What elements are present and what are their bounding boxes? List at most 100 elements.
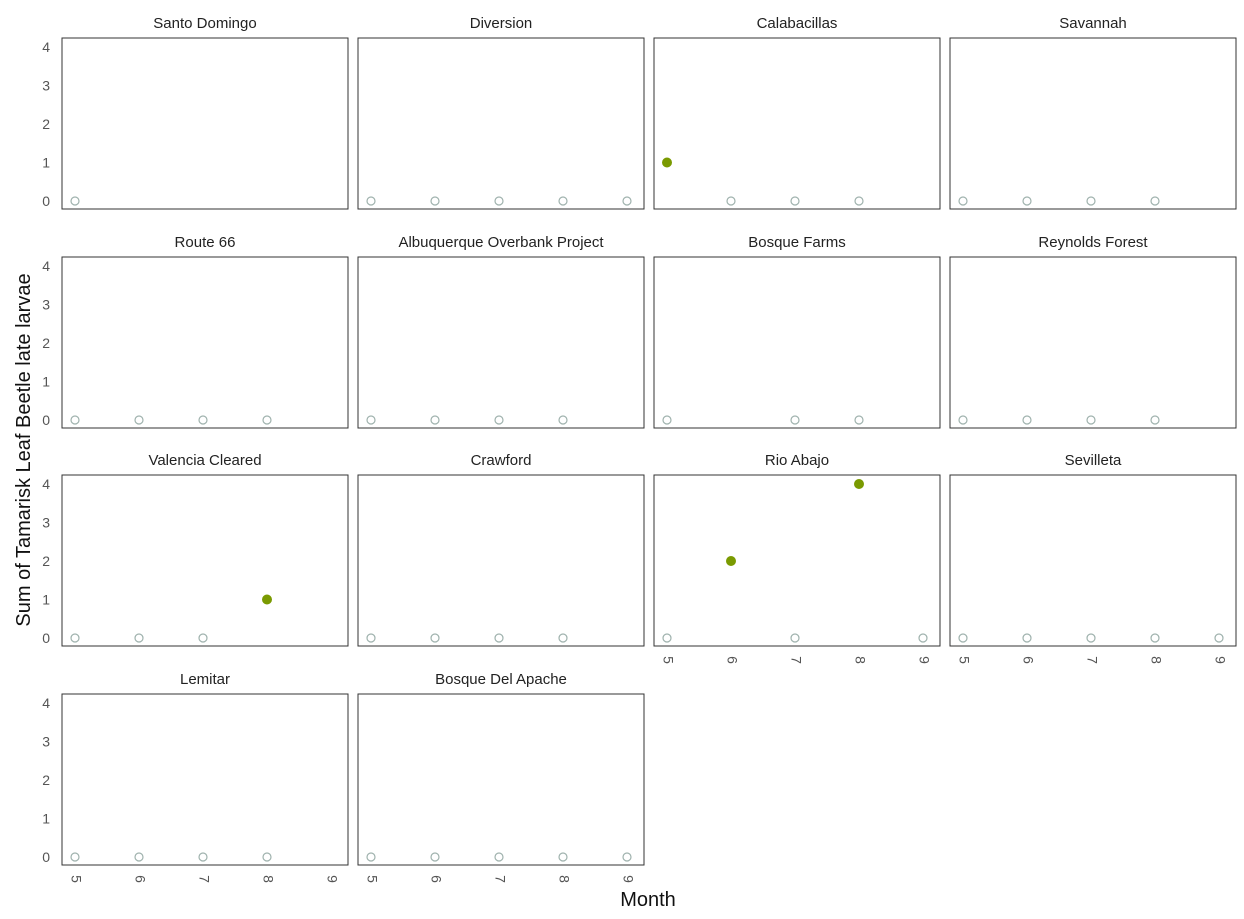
data-point bbox=[134, 633, 144, 643]
data-point bbox=[366, 852, 376, 862]
data-point bbox=[662, 415, 672, 425]
x-tick-label: 9 bbox=[916, 656, 932, 664]
panel-frame bbox=[357, 37, 645, 210]
x-tick-label: 9 bbox=[324, 875, 340, 883]
data-point bbox=[494, 196, 504, 206]
x-axis-title: Month bbox=[620, 889, 676, 911]
x-tick-label: 8 bbox=[556, 875, 572, 883]
data-point bbox=[262, 594, 272, 605]
data-point bbox=[958, 196, 968, 206]
y-tick-label: 2 bbox=[42, 116, 50, 132]
y-tick-label: 3 bbox=[42, 515, 50, 531]
data-point bbox=[262, 415, 272, 425]
y-tick-label: 2 bbox=[42, 553, 50, 569]
x-tick-label: 8 bbox=[852, 656, 868, 664]
data-point bbox=[430, 852, 440, 862]
panel-frame bbox=[61, 256, 349, 429]
data-point bbox=[558, 196, 568, 206]
data-point bbox=[430, 196, 440, 206]
x-tick-label: 8 bbox=[260, 875, 276, 883]
data-point bbox=[1150, 196, 1160, 206]
data-point bbox=[70, 852, 80, 862]
panel-frame bbox=[61, 474, 349, 647]
facet-panel: Reynolds Forest bbox=[949, 234, 1237, 429]
data-point bbox=[558, 852, 568, 862]
panel-frame bbox=[653, 256, 941, 429]
panel-title: Valencia Cleared bbox=[148, 452, 261, 469]
data-point bbox=[558, 415, 568, 425]
panel-frame bbox=[61, 37, 349, 210]
x-tick-label: 5 bbox=[68, 875, 84, 883]
facet-panel: Diversion bbox=[357, 15, 645, 210]
data-point bbox=[1150, 633, 1160, 643]
data-point bbox=[366, 196, 376, 206]
data-point bbox=[430, 415, 440, 425]
data-point bbox=[622, 852, 632, 862]
y-tick-label: 3 bbox=[42, 78, 50, 94]
data-point bbox=[1022, 633, 1032, 643]
data-point bbox=[662, 157, 672, 168]
y-tick-label: 0 bbox=[42, 193, 50, 209]
y-tick-label: 4 bbox=[42, 476, 50, 492]
facet-panel: Albuquerque Overbank Project bbox=[357, 234, 645, 429]
facet-panel: Bosque Farms bbox=[653, 234, 941, 429]
data-point bbox=[494, 633, 504, 643]
facet-panel: Santo Domingo 0 1 2 3 4 bbox=[42, 15, 349, 210]
panel-frame bbox=[653, 474, 941, 647]
y-tick-label: 2 bbox=[42, 772, 50, 788]
panel-title: Bosque Del Apache bbox=[435, 671, 567, 688]
data-point bbox=[726, 196, 736, 206]
data-point bbox=[134, 415, 144, 425]
panel-frame bbox=[357, 474, 645, 647]
panel-title: Albuquerque Overbank Project bbox=[398, 234, 604, 251]
data-point bbox=[494, 852, 504, 862]
y-tick-label: 4 bbox=[42, 39, 50, 55]
y-tick-label: 4 bbox=[42, 695, 50, 711]
facet-panel: Lemitar 0 1 2 3 4 5 6 7 8 9 bbox=[42, 671, 349, 883]
data-point bbox=[1022, 415, 1032, 425]
panel-title: Lemitar bbox=[180, 671, 230, 688]
data-point bbox=[70, 415, 80, 425]
y-tick-label: 3 bbox=[42, 734, 50, 750]
facet-panel: Savannah bbox=[949, 15, 1237, 210]
data-point bbox=[1214, 633, 1224, 643]
data-point bbox=[430, 633, 440, 643]
facet-panel: Bosque Del Apache 5 6 7 8 9 bbox=[357, 671, 645, 883]
y-axis-title: Sum of Tamarisk Leaf Beetle late larvae bbox=[13, 273, 35, 626]
data-point bbox=[726, 556, 736, 566]
panel-frame bbox=[357, 693, 645, 866]
y-tick-label: 1 bbox=[42, 374, 50, 390]
facet-panel: Crawford bbox=[357, 452, 645, 647]
data-point bbox=[1086, 196, 1096, 206]
facet-panel: Calabacillas bbox=[653, 15, 941, 210]
data-point bbox=[198, 633, 208, 643]
y-tick-label: 4 bbox=[42, 258, 50, 274]
facet-panel: Rio Abajo 5 6 7 8 9 bbox=[653, 452, 941, 664]
x-tick-label: 8 bbox=[1148, 656, 1164, 664]
data-point bbox=[790, 415, 800, 425]
data-point bbox=[958, 415, 968, 425]
data-point bbox=[1086, 633, 1096, 643]
y-tick-label: 1 bbox=[42, 155, 50, 171]
data-point bbox=[262, 852, 272, 862]
x-tick-label: 7 bbox=[788, 656, 804, 664]
panel-title: Calabacillas bbox=[757, 15, 838, 32]
data-point bbox=[1022, 196, 1032, 206]
y-tick-label: 0 bbox=[42, 412, 50, 428]
data-point bbox=[958, 633, 968, 643]
data-point bbox=[70, 633, 80, 643]
panel-frame bbox=[653, 37, 941, 210]
facet-panel: Route 66 0 1 2 3 4 bbox=[42, 234, 349, 429]
x-tick-label: 9 bbox=[1212, 656, 1228, 664]
y-tick-label: 2 bbox=[42, 335, 50, 351]
data-point bbox=[70, 196, 80, 206]
x-tick-label: 9 bbox=[620, 875, 636, 883]
panel-frame bbox=[949, 256, 1237, 429]
data-point bbox=[558, 633, 568, 643]
x-tick-label: 5 bbox=[956, 656, 972, 664]
panel-title: Crawford bbox=[471, 452, 532, 469]
y-tick-label: 1 bbox=[42, 811, 50, 827]
panel-title: Bosque Farms bbox=[748, 234, 846, 251]
y-tick-label: 3 bbox=[42, 297, 50, 313]
